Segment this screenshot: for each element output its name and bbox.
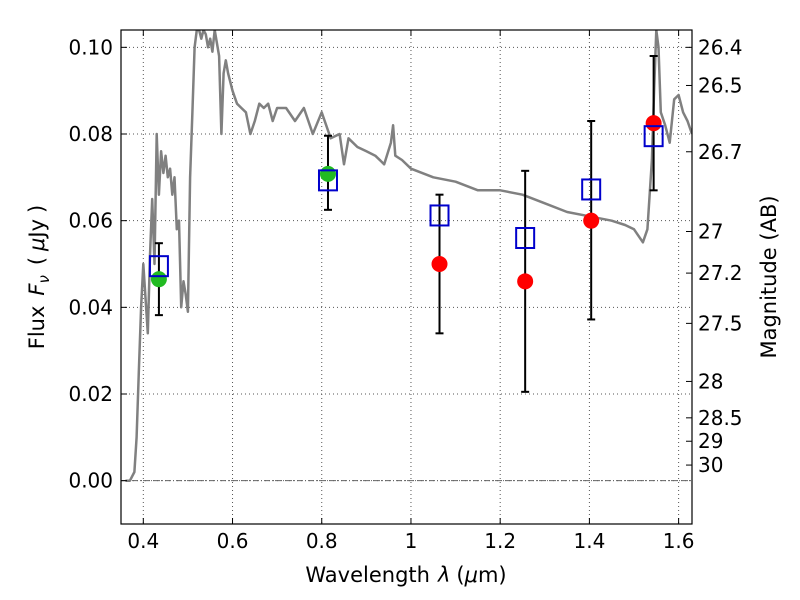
y2-tick-label: 28.5 [698,406,743,430]
y-axis-label: FluxFν(μJy) [25,205,53,350]
y-tick-label: 0.10 [68,35,113,59]
model-sed-line [125,30,692,482]
x-tick-label: 0.4 [127,529,159,553]
observed-point [517,273,534,290]
axes-frame [120,29,693,525]
observed-point [645,115,662,132]
y2-tick-label: 27.2 [698,261,743,285]
y-tick-label: 0.06 [68,209,113,233]
x-axis-ticks: 0.4 0.6 0.8 1 1.2 1.4 1.6 [127,30,695,553]
x-axis-label: Wavelength λ (μm) [305,563,506,587]
observed-point [583,212,600,229]
y-tick-label: 0.02 [68,382,113,406]
model-photometry-square [581,178,602,201]
y2-tick-label: 27 [698,220,723,244]
y2-axis-label: Magnitude (AB) [757,195,781,358]
y2-tick-label: 28 [698,369,723,393]
y-tick-label: 0.00 [68,469,113,493]
observed-point [431,256,448,272]
y2-tick-label: 29 [698,429,723,453]
model-photometry-square [515,227,536,249]
y2-tick-label: 26.7 [698,140,743,164]
x-tick-label: 1.2 [484,529,516,553]
x-tick-label: 1 [405,529,418,553]
model-photometry-square [429,204,450,227]
x-tick-label: 1.6 [663,529,695,553]
observed-point [319,165,336,182]
plot-area [125,30,692,482]
y-axis-ticks: 0.00 0.02 0.04 0.06 0.08 0.10 [68,35,127,493]
observed-point [150,271,167,288]
model-photometry-square [643,125,664,148]
x-tick-label: 0.8 [306,529,338,553]
model-photometry-square [148,255,169,278]
y2-tick-label: 27.5 [698,311,743,335]
model-photometry-square [317,169,338,192]
x-tick-label: 1.4 [573,529,605,553]
y-tick-label: 0.08 [68,122,113,146]
y2-tick-label: 26.4 [698,35,743,59]
x-tick-label: 0.6 [217,529,249,553]
y-tick-label: 0.04 [68,295,113,319]
model-photometry-squares [148,125,664,278]
y2-tick-label: 30 [698,453,723,477]
y2-tick-label: 26.5 [698,73,743,97]
